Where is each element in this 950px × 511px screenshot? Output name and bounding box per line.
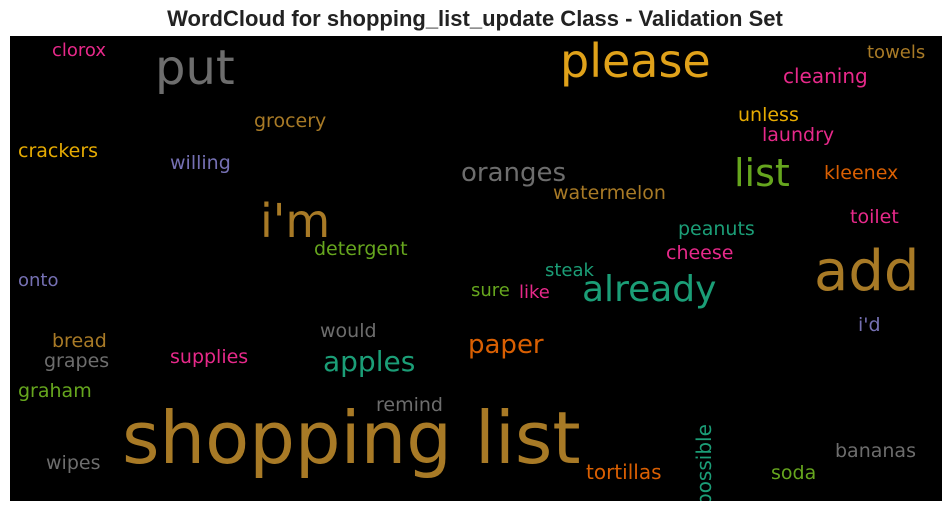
word-supplies: supplies [170,346,249,368]
word-graham: graham [18,380,92,402]
word-laundry: laundry [762,124,835,146]
word-grapes: grapes [44,350,110,372]
word-clorox: clorox [52,40,107,61]
word-tortillas: tortillas [586,460,662,484]
word-paper: paper [468,330,544,360]
word-please: please [560,36,711,88]
word-put: put [155,40,235,96]
word-detergent: detergent [314,238,408,260]
word-apples: apples [323,345,416,378]
word-i-m: i'm [260,194,331,248]
word-willing: willing [170,152,231,174]
word-watermelon: watermelon [553,182,666,204]
word-grocery: grocery [254,110,327,132]
word-possible: possible [692,424,716,501]
word-soda: soda [771,462,817,484]
word-cheese: cheese [666,242,734,264]
word-crackers: crackers [18,140,99,162]
word-unless: unless [738,104,799,126]
word-bananas: bananas [835,440,916,462]
word-sure: sure [471,280,510,301]
word-onto: onto [18,270,59,291]
word-oranges: oranges [461,158,567,188]
word-i-d: i'd [858,314,881,336]
chart-title: WordCloud for shopping_list_update Class… [167,6,783,31]
word-cleaning: cleaning [783,64,868,88]
wordcloud-canvas: shopping list add i'm please put already list a… [10,36,942,501]
word-shopping-list: shopping list [122,396,581,480]
word-would: would [320,320,377,342]
word-like: like [519,282,550,303]
word-already: already [582,269,717,310]
word-kleenex: kleenex [824,162,899,184]
word-bread: bread [52,330,107,352]
word-add: add [814,239,920,304]
word-steak: steak [545,260,594,281]
word-towels: towels [867,42,926,63]
word-list: list [734,151,790,195]
word-peanuts: peanuts [678,218,755,240]
word-toilet: toilet [850,206,899,228]
word-wipes: wipes [46,452,101,474]
word-remind: remind [376,394,443,416]
